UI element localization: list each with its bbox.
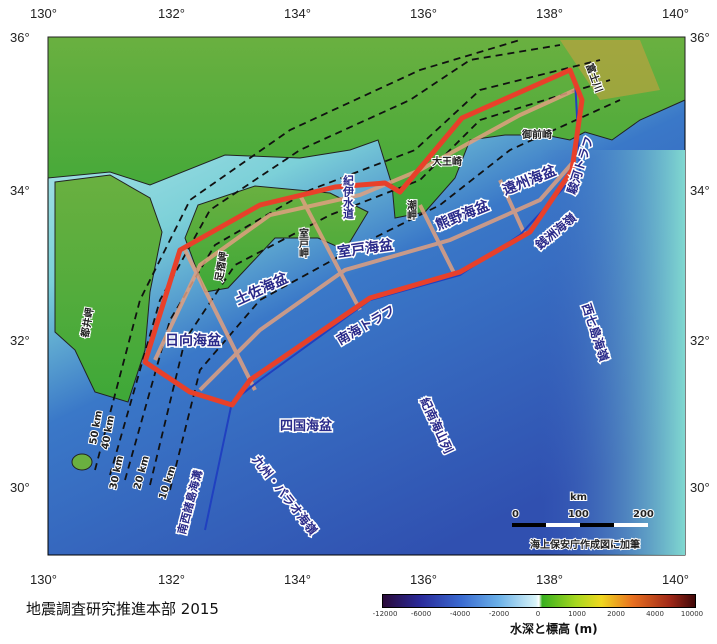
lon-tick: 136° bbox=[410, 6, 437, 21]
label-muroto-misaki: 室戸岬 bbox=[297, 227, 309, 259]
lon-tick: 132° bbox=[158, 572, 185, 587]
lon-tick: 132° bbox=[158, 6, 185, 21]
lon-tick: 140° bbox=[662, 6, 689, 21]
lon-tick: 140° bbox=[662, 572, 689, 587]
source-region-outline bbox=[142, 67, 585, 408]
lon-tick: 130° bbox=[30, 6, 57, 21]
colorbar-label: 2000 bbox=[607, 610, 625, 618]
mountain-area bbox=[560, 40, 660, 100]
rect-shape bbox=[546, 523, 580, 527]
shallow-ridge-area bbox=[540, 150, 685, 555]
path-shape bbox=[169, 99, 621, 491]
lat-tick: 30° bbox=[10, 480, 30, 495]
path-shape bbox=[498, 179, 527, 236]
path-shape bbox=[149, 79, 611, 486]
colorbar-title: 水深と標高 (m) bbox=[510, 622, 598, 636]
path-shape bbox=[198, 158, 577, 392]
colorbar-label: -2000 bbox=[488, 610, 510, 618]
colorbar-label: 0 bbox=[535, 610, 541, 618]
path-shape bbox=[183, 249, 257, 391]
scale-bar: km 0 100 200 海上保安庁作成図に加筆 bbox=[511, 491, 655, 552]
scale-label: 200 bbox=[633, 509, 654, 520]
rect-shape bbox=[580, 523, 614, 527]
lat-tick: 32° bbox=[10, 333, 30, 348]
label-kii-channel: 紀伊水道 bbox=[342, 174, 356, 220]
segment-lines bbox=[153, 88, 577, 392]
colorbar-label: -4000 bbox=[449, 610, 471, 618]
credit: 地震調査研究推進本部 2015 bbox=[26, 600, 219, 618]
lon-tick: 130° bbox=[30, 572, 57, 587]
lat-tick: 32° bbox=[690, 333, 710, 348]
path-shape bbox=[109, 44, 561, 476]
lon-tick: 134° bbox=[284, 572, 311, 587]
lat-tick: 36° bbox=[690, 30, 710, 45]
label-shiono-misaki: 潮岬 bbox=[405, 199, 417, 221]
colorbar-label: -6000 bbox=[410, 610, 432, 618]
lat-tick: 34° bbox=[690, 183, 710, 198]
colorbar bbox=[382, 594, 696, 608]
lon-tick: 136° bbox=[410, 572, 437, 587]
land-honshu bbox=[47, 36, 686, 219]
label-daio-zaki: 大王崎 bbox=[432, 155, 462, 168]
path-shape bbox=[94, 39, 521, 471]
path-shape bbox=[298, 194, 362, 311]
colorbar-label: -12000 bbox=[372, 610, 398, 618]
source-note: 海上保安庁作成図に加筆 bbox=[530, 538, 640, 551]
scale-label: 0 bbox=[512, 509, 519, 520]
label-omaezaki: 御前崎 bbox=[521, 128, 552, 141]
lon-tick: 138° bbox=[536, 572, 563, 587]
path-shape bbox=[153, 88, 576, 361]
colorbar-label: 4000 bbox=[646, 610, 664, 618]
label-shikoku-basin: 四国海盆 bbox=[280, 418, 333, 434]
scale-unit: km bbox=[570, 492, 587, 503]
lat-tick: 36° bbox=[10, 30, 30, 45]
colorbar-label: 1000 bbox=[568, 610, 586, 618]
lat-tick: 30° bbox=[690, 480, 710, 495]
colorbar-label: 10000 bbox=[680, 610, 704, 618]
island bbox=[71, 453, 93, 471]
land-kyushu bbox=[54, 174, 163, 403]
lon-tick: 138° bbox=[536, 6, 563, 21]
lon-tick: 134° bbox=[284, 6, 311, 21]
scale-label: 100 bbox=[568, 509, 589, 520]
rect-shape bbox=[512, 523, 546, 527]
label-hyuga-basin: 日向海盆 bbox=[165, 332, 222, 349]
lat-tick: 34° bbox=[10, 183, 30, 198]
rect-shape bbox=[614, 523, 648, 527]
path-shape bbox=[124, 59, 601, 481]
path-shape bbox=[418, 204, 457, 276]
depth-contours bbox=[94, 39, 621, 491]
